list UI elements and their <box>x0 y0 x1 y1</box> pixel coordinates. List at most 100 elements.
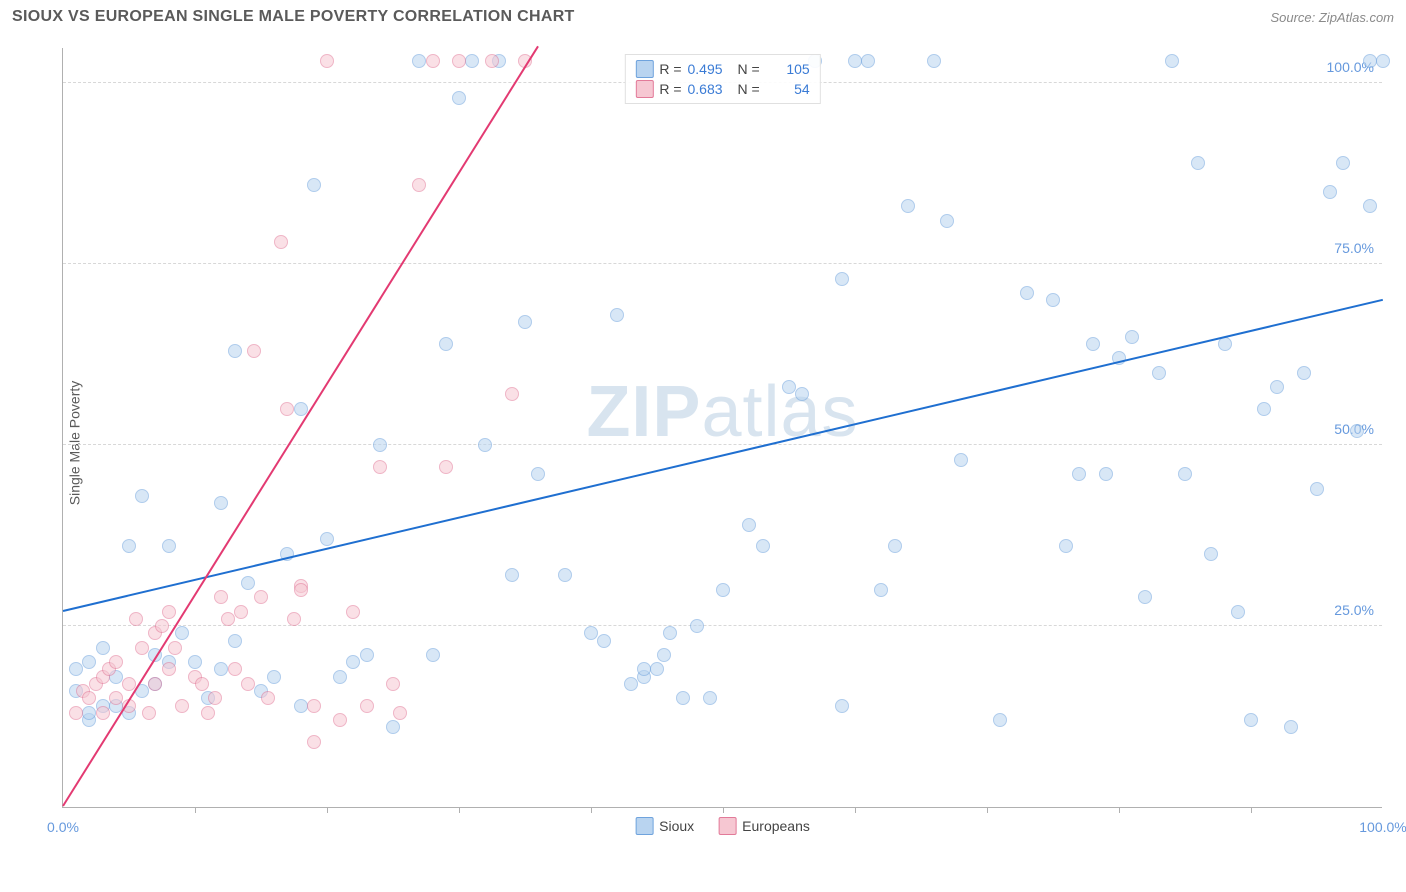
scatter-point <box>135 641 149 655</box>
scatter-point <box>320 54 334 68</box>
scatter-point <box>214 496 228 510</box>
scatter-point <box>505 387 519 401</box>
scatter-point <box>234 605 248 619</box>
y-tick-label: 75.0% <box>1334 240 1374 256</box>
scatter-point <box>373 460 387 474</box>
scatter-point <box>162 539 176 553</box>
scatter-point <box>307 178 321 192</box>
scatter-point <box>637 662 651 676</box>
scatter-point <box>848 54 862 68</box>
scatter-point <box>373 438 387 452</box>
scatter-point <box>393 706 407 720</box>
scatter-point <box>1350 424 1364 438</box>
x-minor-tick <box>987 807 988 813</box>
scatter-point <box>782 380 796 394</box>
scatter-point <box>82 706 96 720</box>
header: SIOUX VS EUROPEAN SINGLE MALE POVERTY CO… <box>0 0 1406 30</box>
scatter-point <box>96 641 110 655</box>
scatter-point <box>927 54 941 68</box>
scatter-point <box>195 677 209 691</box>
scatter-point <box>716 583 730 597</box>
scatter-point <box>247 344 261 358</box>
scatter-point <box>412 54 426 68</box>
x-minor-tick <box>591 807 592 813</box>
scatter-point <box>1138 590 1152 604</box>
scatter-point <box>993 713 1007 727</box>
scatter-point <box>320 532 334 546</box>
scatter-point <box>1191 156 1205 170</box>
scatter-point <box>676 691 690 705</box>
gridline <box>63 625 1382 626</box>
scatter-point <box>168 641 182 655</box>
watermark-bold: ZIP <box>586 372 701 452</box>
scatter-point <box>162 605 176 619</box>
scatter-point <box>690 619 704 633</box>
scatter-point <box>221 612 235 626</box>
scatter-point <box>478 438 492 452</box>
scatter-point <box>518 315 532 329</box>
scatter-point <box>1072 467 1086 481</box>
scatter-point <box>874 583 888 597</box>
scatter-point <box>280 402 294 416</box>
scatter-point <box>888 539 902 553</box>
scatter-point <box>1244 713 1258 727</box>
scatter-point <box>109 655 123 669</box>
scatter-point <box>294 583 308 597</box>
scatter-point <box>1270 380 1284 394</box>
scatter-point <box>82 691 96 705</box>
scatter-point <box>122 539 136 553</box>
scatter-point <box>558 568 572 582</box>
scatter-point <box>1099 467 1113 481</box>
scatter-point <box>261 691 275 705</box>
x-minor-tick <box>1251 807 1252 813</box>
scatter-point <box>346 605 360 619</box>
legend-n-value: 54 <box>766 81 810 97</box>
legend-swatch <box>635 817 653 835</box>
legend-stats-row: R =0.683N =54 <box>635 79 809 99</box>
scatter-point <box>742 518 756 532</box>
scatter-point <box>1059 539 1073 553</box>
scatter-point <box>1376 54 1390 68</box>
scatter-point <box>386 720 400 734</box>
scatter-point <box>795 387 809 401</box>
x-minor-tick <box>855 807 856 813</box>
scatter-point <box>294 699 308 713</box>
scatter-point <box>129 612 143 626</box>
legend-r-value: 0.495 <box>688 61 732 77</box>
scatter-point <box>1165 54 1179 68</box>
scatter-point <box>439 460 453 474</box>
watermark: ZIPatlas <box>586 371 858 453</box>
scatter-point <box>1323 185 1337 199</box>
scatter-point <box>1125 330 1139 344</box>
scatter-point <box>241 576 255 590</box>
scatter-point <box>835 699 849 713</box>
scatter-point <box>148 677 162 691</box>
scatter-point <box>1284 720 1298 734</box>
legend-r-label: R = <box>659 81 681 97</box>
source-label: Source: ZipAtlas.com <box>1270 10 1394 25</box>
scatter-point <box>254 590 268 604</box>
scatter-point <box>861 54 875 68</box>
scatter-point <box>756 539 770 553</box>
scatter-point <box>228 662 242 676</box>
trend-line <box>63 298 1383 611</box>
legend-series-label: Europeans <box>742 818 810 834</box>
scatter-point <box>307 699 321 713</box>
legend-series: SiouxEuropeans <box>635 817 810 835</box>
scatter-point <box>1336 156 1350 170</box>
scatter-point <box>452 91 466 105</box>
legend-stats-row: R =0.495N =105 <box>635 59 809 79</box>
scatter-point <box>241 677 255 691</box>
scatter-point <box>360 648 374 662</box>
scatter-point <box>69 662 83 676</box>
chart-container: Single Male Poverty ZIPatlas R =0.495N =… <box>48 48 1394 838</box>
scatter-point <box>1152 366 1166 380</box>
legend-r-label: R = <box>659 61 681 77</box>
legend-n-label: N = <box>738 61 760 77</box>
scatter-point <box>505 568 519 582</box>
scatter-point <box>214 590 228 604</box>
scatter-point <box>201 706 215 720</box>
scatter-point <box>703 691 717 705</box>
scatter-point <box>1310 482 1324 496</box>
scatter-point <box>228 634 242 648</box>
